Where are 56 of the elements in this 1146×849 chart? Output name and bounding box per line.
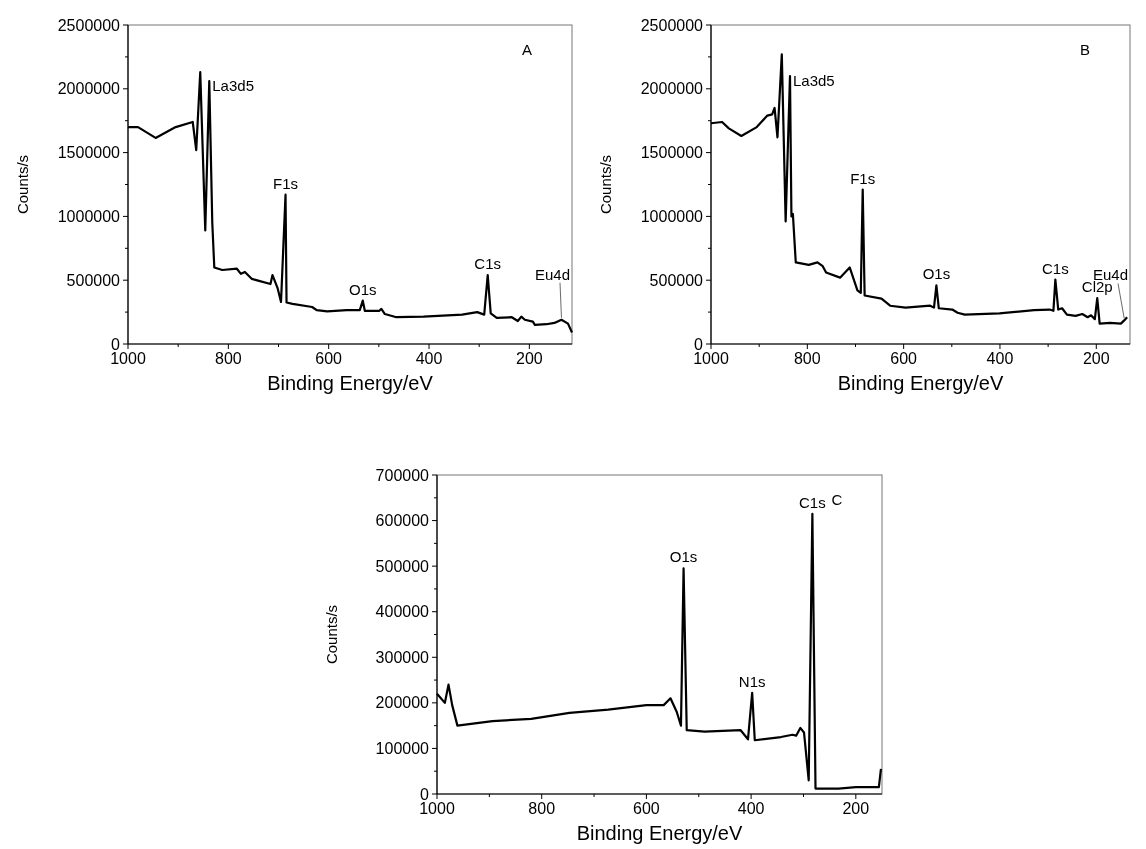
y-tick-label: 500000 xyxy=(375,557,430,575)
y-tick-label: 300000 xyxy=(375,648,430,666)
y-tick-label: 2000000 xyxy=(640,80,704,98)
x-axis-title: Binding Energy/eV xyxy=(576,822,743,844)
x-tick-label: 800 xyxy=(214,350,242,367)
annotation: C1s xyxy=(1042,259,1069,277)
annotation: O1s xyxy=(349,280,377,298)
y-tick-label: 700000 xyxy=(375,466,430,484)
text: A xyxy=(521,41,533,58)
annotation: O1s xyxy=(669,548,698,566)
y-tick-label: 600000 xyxy=(375,512,430,530)
annotation: O1s xyxy=(922,265,951,283)
annotation: C1s xyxy=(474,255,502,273)
y-tick-label: 200000 xyxy=(375,694,430,712)
y-tick-label: 100000 xyxy=(375,740,430,758)
y-axis-title: Counts/s xyxy=(323,604,340,665)
x-axis-title: Binding Energy/eV xyxy=(267,372,434,394)
y-tick-label: 500000 xyxy=(66,271,121,289)
y-tick-label: 1500000 xyxy=(640,144,704,162)
x-tick-label: 200 xyxy=(842,800,870,817)
annotation: F1s xyxy=(850,169,876,187)
text: C xyxy=(831,491,843,508)
x-tick-label: 400 xyxy=(986,350,1014,367)
annotation: C1s xyxy=(799,493,826,511)
x-tick-label: 800 xyxy=(528,800,556,817)
y-tick-label: 2500000 xyxy=(640,16,704,34)
x-tick-label: 400 xyxy=(737,800,765,817)
annotation: Eu4d xyxy=(534,265,570,283)
y-axis-title: Counts/s xyxy=(14,154,31,215)
x-tick-label: 800 xyxy=(793,350,821,367)
x-tick-label: 200 xyxy=(516,350,543,367)
y-tick-label: 400000 xyxy=(375,603,430,621)
y-tick-label: 2500000 xyxy=(57,16,121,34)
y-tick-label: 2000000 xyxy=(57,80,121,98)
x-tick-label: 600 xyxy=(633,800,660,817)
annotation: N1s xyxy=(738,672,766,690)
annotation: F1s xyxy=(273,174,299,192)
y-tick-label: 0 xyxy=(420,785,430,803)
x-tick-label: 600 xyxy=(315,350,343,367)
annotation: La3d5 xyxy=(212,77,254,95)
x-tick-label: 1000 xyxy=(419,800,455,817)
y-tick-label: 1000000 xyxy=(57,208,121,225)
y-tick-label: 500000 xyxy=(649,271,704,289)
y-axis-title: Counts/s xyxy=(597,154,614,215)
y-tick-label: 1500000 xyxy=(57,144,121,162)
x-tick-label: 1000 xyxy=(110,350,146,367)
y-tick-label: 0 xyxy=(111,335,121,353)
x-tick-label: 1000 xyxy=(693,350,729,367)
x-tick-label: 200 xyxy=(1082,350,1110,367)
y-tick-label: 0 xyxy=(694,335,704,353)
x-tick-label: 400 xyxy=(415,350,443,367)
annotation: La3d5 xyxy=(792,72,835,90)
x-tick-label: 600 xyxy=(890,350,918,367)
x-axis-title: Binding Energy/eV xyxy=(837,372,1004,394)
text: B xyxy=(1079,41,1091,58)
y-tick-label: 1000000 xyxy=(640,208,704,225)
